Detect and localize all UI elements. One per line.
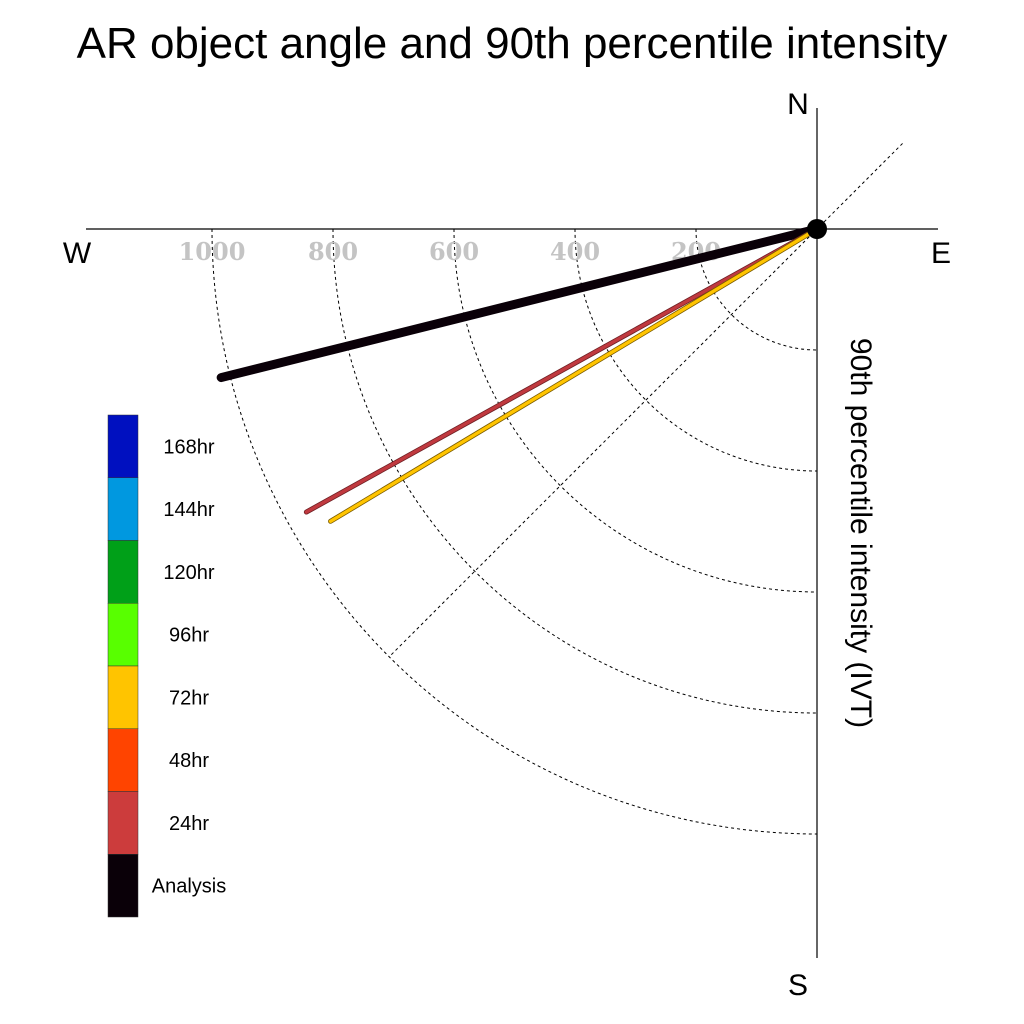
legend-label-120hr: 120hr — [163, 562, 214, 584]
compass-south-label: S — [788, 969, 808, 1002]
legend-swatch-168hr — [107, 414, 139, 478]
legend-swatch-144hr — [107, 477, 139, 541]
vector-lines — [216, 224, 822, 524]
radial-axis-label: 90th percentile intensity (IVT) — [844, 338, 877, 728]
legend-swatch-24hr — [107, 791, 139, 855]
compass-east-label: E — [931, 237, 951, 270]
radial-tick-label-600: 600 — [429, 237, 479, 266]
vector-24hr — [304, 227, 819, 514]
compass-west-label: W — [63, 237, 92, 270]
radial-tick-label-1000: 1000 — [179, 237, 246, 266]
legend-swatch-analysis — [107, 854, 139, 918]
legend-label-72hr: 72hr — [169, 687, 209, 709]
radial-tick-label-800: 800 — [308, 237, 358, 266]
legend-label-144hr: 144hr — [163, 499, 214, 521]
legend-label-24hr: 24hr — [169, 813, 209, 835]
legend-label-96hr: 96hr — [169, 625, 209, 647]
legend-label-analysis: Analysis — [152, 876, 226, 898]
legend-label-48hr: 48hr — [169, 750, 209, 772]
vector-analysis — [216, 224, 822, 383]
chart-title: AR object angle and 90th percentile inte… — [77, 19, 948, 68]
legend-swatch-120hr — [107, 540, 139, 604]
legend-label-168hr: 168hr — [163, 436, 214, 458]
origin-marker — [807, 219, 827, 239]
legend-swatch-48hr — [107, 728, 139, 792]
legend: 168hr 144hr 120hr 96hr 72hr 48hr 24hr Analysis — [107, 414, 226, 918]
legend-swatch-96hr — [107, 603, 139, 667]
compass-north-label: N — [787, 88, 809, 121]
radial-tick-label-400: 400 — [550, 237, 600, 266]
legend-swatch-72hr — [107, 665, 139, 729]
diagonal-gridline — [388, 143, 903, 658]
vector-72hr — [328, 227, 819, 523]
compass-axes — [86, 108, 938, 958]
